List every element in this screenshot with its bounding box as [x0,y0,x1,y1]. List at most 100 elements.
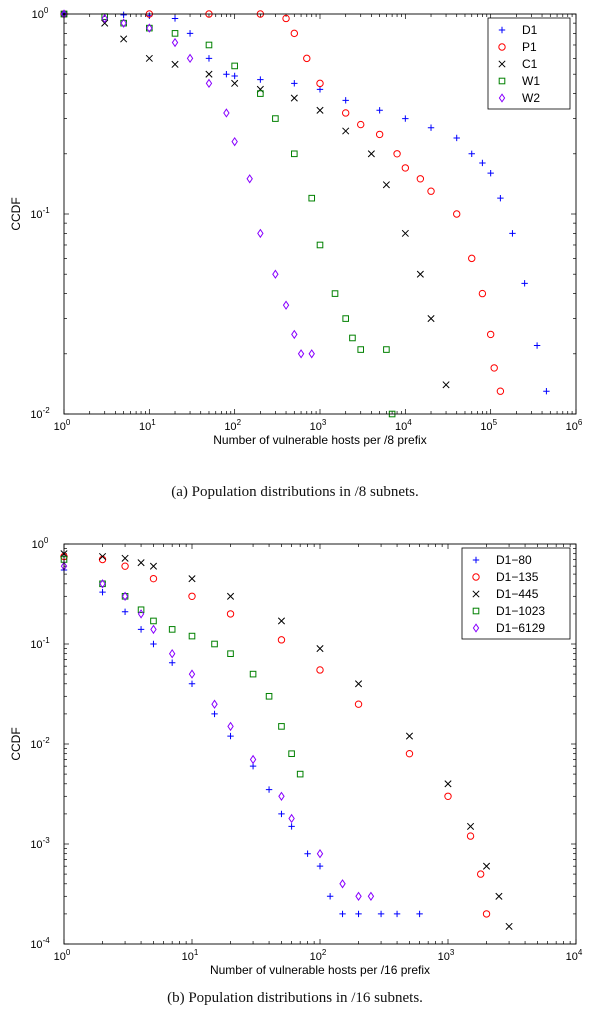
legend-label: W1 [522,74,540,88]
legend-marker [498,93,506,103]
data-point [186,30,194,37]
data-point [257,228,264,239]
data-point [354,680,363,688]
legend: D1 P1 C1 W1 W2 [487,17,571,110]
legend-label: D1 [522,23,538,37]
data-point [188,669,196,679]
data-point [150,624,157,635]
data-point [291,150,298,158]
data-point [316,106,324,114]
data-point [316,241,324,249]
y-tick-label: 10-4 [30,936,50,951]
data-point [331,290,339,297]
data-point [357,346,365,353]
data-point [282,14,290,23]
data-point [393,150,401,158]
data-point [257,90,264,97]
plot-frame [63,543,577,945]
data-point [121,608,129,615]
data-point [171,37,179,48]
data-point [150,617,157,625]
x-tick-label: 103 [310,418,327,433]
data-point [339,879,346,889]
data-point [521,280,528,287]
x-tick-label: 102 [310,948,327,963]
data-point [120,35,128,43]
plot-frame [63,13,577,415]
data-point [427,315,435,323]
legend-label: D1−135 [496,570,539,584]
data-point [342,315,349,322]
data-point [137,559,145,567]
data-point [146,24,153,32]
series-0 [60,10,550,395]
data-point [308,194,316,202]
legend-label: W2 [522,91,540,105]
data-point [205,78,213,89]
data-point [256,85,264,93]
series-4 [60,9,315,359]
data-point [367,150,375,158]
data-point [205,55,213,62]
data-point [303,54,311,63]
data-point [316,666,324,674]
data-point [120,11,127,19]
data-point [226,610,235,618]
data-point [326,893,334,900]
data-point [355,891,362,901]
data-point [101,13,108,24]
axis-ticks [63,543,577,945]
data-point [382,181,390,189]
data-point [466,822,475,830]
series-4 [60,561,375,901]
data-point [316,849,324,859]
data-point [543,388,550,395]
data-point [231,79,239,87]
data-point [149,562,158,570]
data-point [402,115,409,122]
legend-box [461,547,571,640]
data-point [354,700,363,708]
data-point [137,606,145,614]
data-point [357,120,365,129]
legend: D1−80 D1−135 D1−445 D1−1023 D1−6129 [461,547,571,640]
data-point [265,692,273,700]
data-point [316,645,324,653]
data-point [495,892,503,900]
data-point [265,786,273,793]
legend-marker [472,607,480,615]
series-2 [60,550,513,930]
data-point [227,732,234,740]
data-point [291,80,298,87]
data-point [486,330,495,339]
y-tick-label: 10-3 [30,836,50,851]
data-point [367,891,375,901]
chart-svg-a: 100 101 102 103 104 105 106 10-2 10-1 100 Number o… [9,6,583,447]
data-point [227,721,234,732]
data-point [150,640,157,648]
data-point [377,910,385,918]
data-point [453,134,460,142]
y-axis-label: CCDF [9,197,23,230]
data-point [341,109,350,117]
data-point [282,300,290,310]
legend-marker [472,556,480,564]
data-point [405,749,414,758]
data-point [288,823,295,830]
y-tick-label: 10-1 [30,636,50,651]
x-tick-label: 101 [139,418,156,433]
data-point [188,680,196,687]
data-point [149,574,158,583]
data-point [375,130,384,139]
x-tick-label: 106 [566,418,583,433]
legend-label: D1−80 [496,553,532,567]
data-point [99,588,106,596]
data-point [482,910,491,918]
chart-svg-b: 100 101 102 103 104 10-4 10-3 10-2 10-1 100 Number… [9,536,583,977]
data-point [416,910,423,918]
x-axis-label: Number of vulnerable hosts per /16 prefi… [210,963,430,977]
data-point [231,72,238,80]
data-point [168,649,176,659]
legend-marker [498,43,506,51]
y-tick-label: 10-2 [30,736,50,751]
